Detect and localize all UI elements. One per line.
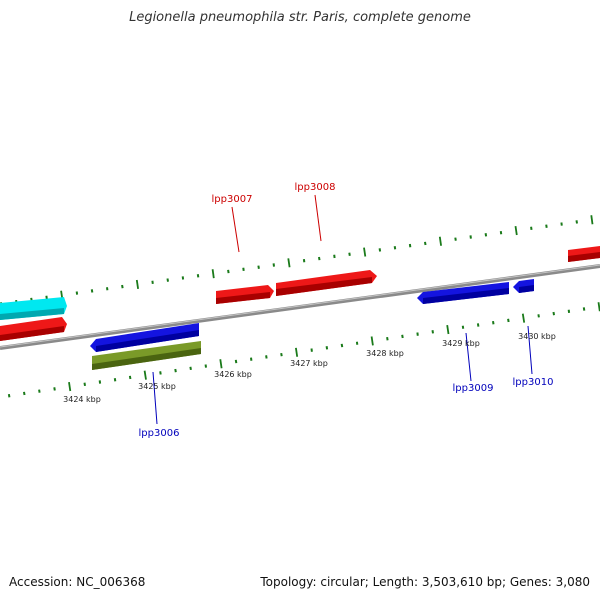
genome-backbone-highlight [0,264,600,348]
outer-minor-tick [121,284,124,289]
genome-backbone [0,264,600,350]
inner-minor-tick [7,393,11,398]
outer-minor-tick [545,224,548,228]
inner-minor-tick [552,311,555,316]
inner-minor-tick [280,352,283,357]
inner-major-tick [370,336,374,346]
genome-summary: Topology: circular; Length: 3,503,610 bp… [260,575,590,589]
inner-major-tick [521,313,526,323]
reverse-gene-lpp3006[interactable] [90,323,199,352]
outer-major-tick [590,215,594,225]
outer-minor-tick [90,289,94,293]
outer-minor-tick [166,278,169,282]
gene-label-lpp3007: lpp3007 [212,194,253,205]
axis-label: 3429 kbp [442,339,480,348]
outer-major-tick [135,279,139,290]
inner-major-tick [295,347,299,357]
inner-minor-tick [23,391,26,396]
lpp3007-leader [231,206,240,253]
inner-minor-tick [234,359,238,364]
outer-minor-tick [227,269,230,274]
inner-minor-tick [582,307,586,311]
outer-minor-tick [257,265,260,269]
outer-tick-track [0,215,594,306]
outer-minor-tick [575,220,578,224]
inner-minor-tick [189,366,192,371]
inner-minor-tick [431,330,434,334]
inner-minor-tick [492,320,495,325]
inner-minor-tick [507,318,510,323]
axis-label: 3424 kbp [63,395,101,404]
outer-minor-tick [348,252,351,256]
inner-minor-tick [401,334,404,339]
outer-major-tick [438,236,442,246]
outer-major-tick [514,225,518,236]
inner-minor-tick [174,368,177,373]
outer-major-tick [287,258,291,268]
axis-label: 3428 kbp [366,349,404,358]
inner-minor-tick [53,387,56,391]
gene-label-lpp3009: lpp3009 [453,383,494,394]
axis-label: 3426 kbp [214,370,252,379]
lpp3009-leader [465,332,472,382]
inner-minor-tick [537,314,540,318]
olive-feature[interactable] [92,341,201,370]
inner-minor-tick [340,343,344,348]
lpp3008-leader [314,194,322,242]
cyan-feature[interactable] [0,297,67,320]
inner-minor-tick [159,371,162,375]
inner-minor-tick [38,389,41,393]
inner-minor-tick [128,375,132,380]
outer-minor-tick [378,248,382,252]
inner-minor-tick [476,323,480,327]
inner-minor-tick [113,378,117,382]
inner-tick-track [7,302,600,398]
forward-gene-lpp3008[interactable] [276,270,377,296]
forward-gene-left[interactable] [0,317,67,341]
inner-major-tick [68,381,72,392]
lpp3006-leader [152,371,158,425]
inner-major-tick [446,324,450,335]
outer-major-tick [211,269,215,279]
outer-major-tick [363,247,367,257]
map-title: Legionella pneumophila str. Paris, compl… [129,10,471,25]
inner-minor-tick [386,336,389,341]
inner-major-tick [143,370,147,380]
inner-major-tick [219,359,223,369]
forward-gene-right[interactable] [568,246,600,262]
lpp3010-leader [527,325,533,375]
gene-label-lpp3006: lpp3006 [139,428,180,439]
axis-label: 3425 kbp [138,382,176,391]
outer-minor-tick [484,233,488,237]
axis-label: 3430 kbp [518,332,556,341]
gene-label-lpp3008: lpp3008 [295,182,336,193]
forward-gene-lpp3007[interactable] [216,285,274,304]
reverse-gene-lpp3010[interactable] [513,279,534,293]
inner-minor-tick [325,346,329,350]
outer-minor-tick [196,274,200,278]
inner-minor-tick [83,382,86,387]
gene-label-lpp3010: lpp3010 [513,377,554,388]
outer-minor-tick [454,237,457,241]
outer-minor-tick [393,246,397,250]
accession-label: Accession: NC_006368 [9,575,146,589]
reverse-gene-lpp3009[interactable] [417,282,509,304]
outer-minor-tick [318,256,321,261]
axis-label: 3427 kbp [290,359,328,368]
inner-minor-tick [265,355,268,359]
outer-minor-tick [424,241,427,246]
